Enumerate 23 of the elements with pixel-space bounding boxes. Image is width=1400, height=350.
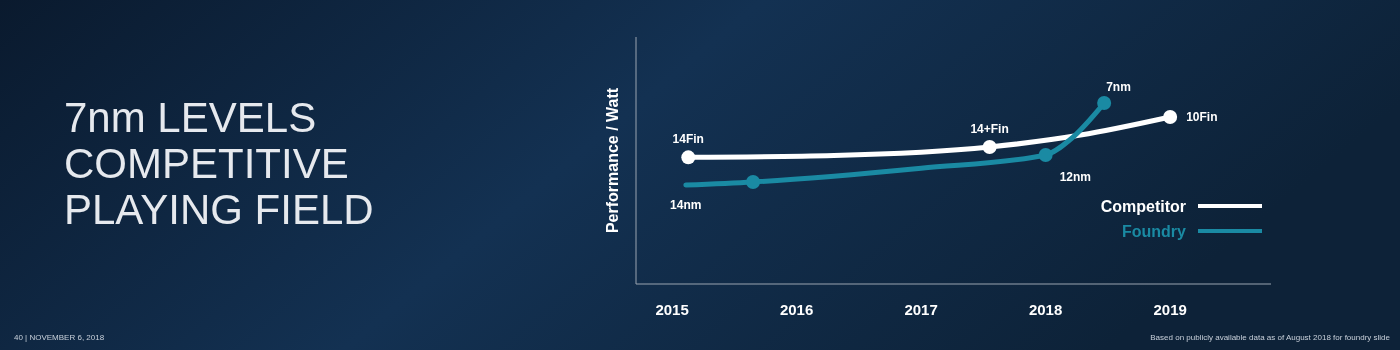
legend-label: Competitor bbox=[1100, 198, 1186, 215]
point bbox=[1038, 147, 1053, 162]
annotation: 7nm bbox=[1106, 80, 1131, 95]
x-tick-label: 2015 bbox=[655, 301, 689, 318]
annotation: 10Fin bbox=[1186, 109, 1218, 124]
point bbox=[982, 140, 997, 155]
y-axis-title: Performance / Watt bbox=[604, 87, 621, 234]
annotation: 14Fin bbox=[672, 132, 704, 147]
point bbox=[681, 150, 696, 165]
point bbox=[1097, 96, 1112, 111]
legend-label: Foundry bbox=[1122, 223, 1187, 240]
x-tick-label: 2017 bbox=[904, 301, 938, 318]
x-tick-label: 2016 bbox=[779, 301, 814, 318]
annotation: 14+Fin bbox=[970, 122, 1009, 137]
x-tick-label: 2019 bbox=[1153, 301, 1187, 318]
text: 7nm LEVELS COMPETITIVE PLAYING FIELD bbox=[64, 94, 374, 233]
point bbox=[746, 174, 761, 189]
text: Based on publicly available data as of August 2018 for foundry slide bbox=[1150, 333, 1391, 342]
annotation: 14nm bbox=[670, 198, 702, 213]
point bbox=[1163, 109, 1178, 124]
x-tick-label: 2018 bbox=[1028, 301, 1063, 318]
annotation: 12nm bbox=[1059, 169, 1091, 184]
text: 40 | NOVEMBER 6, 2018 bbox=[14, 333, 105, 342]
